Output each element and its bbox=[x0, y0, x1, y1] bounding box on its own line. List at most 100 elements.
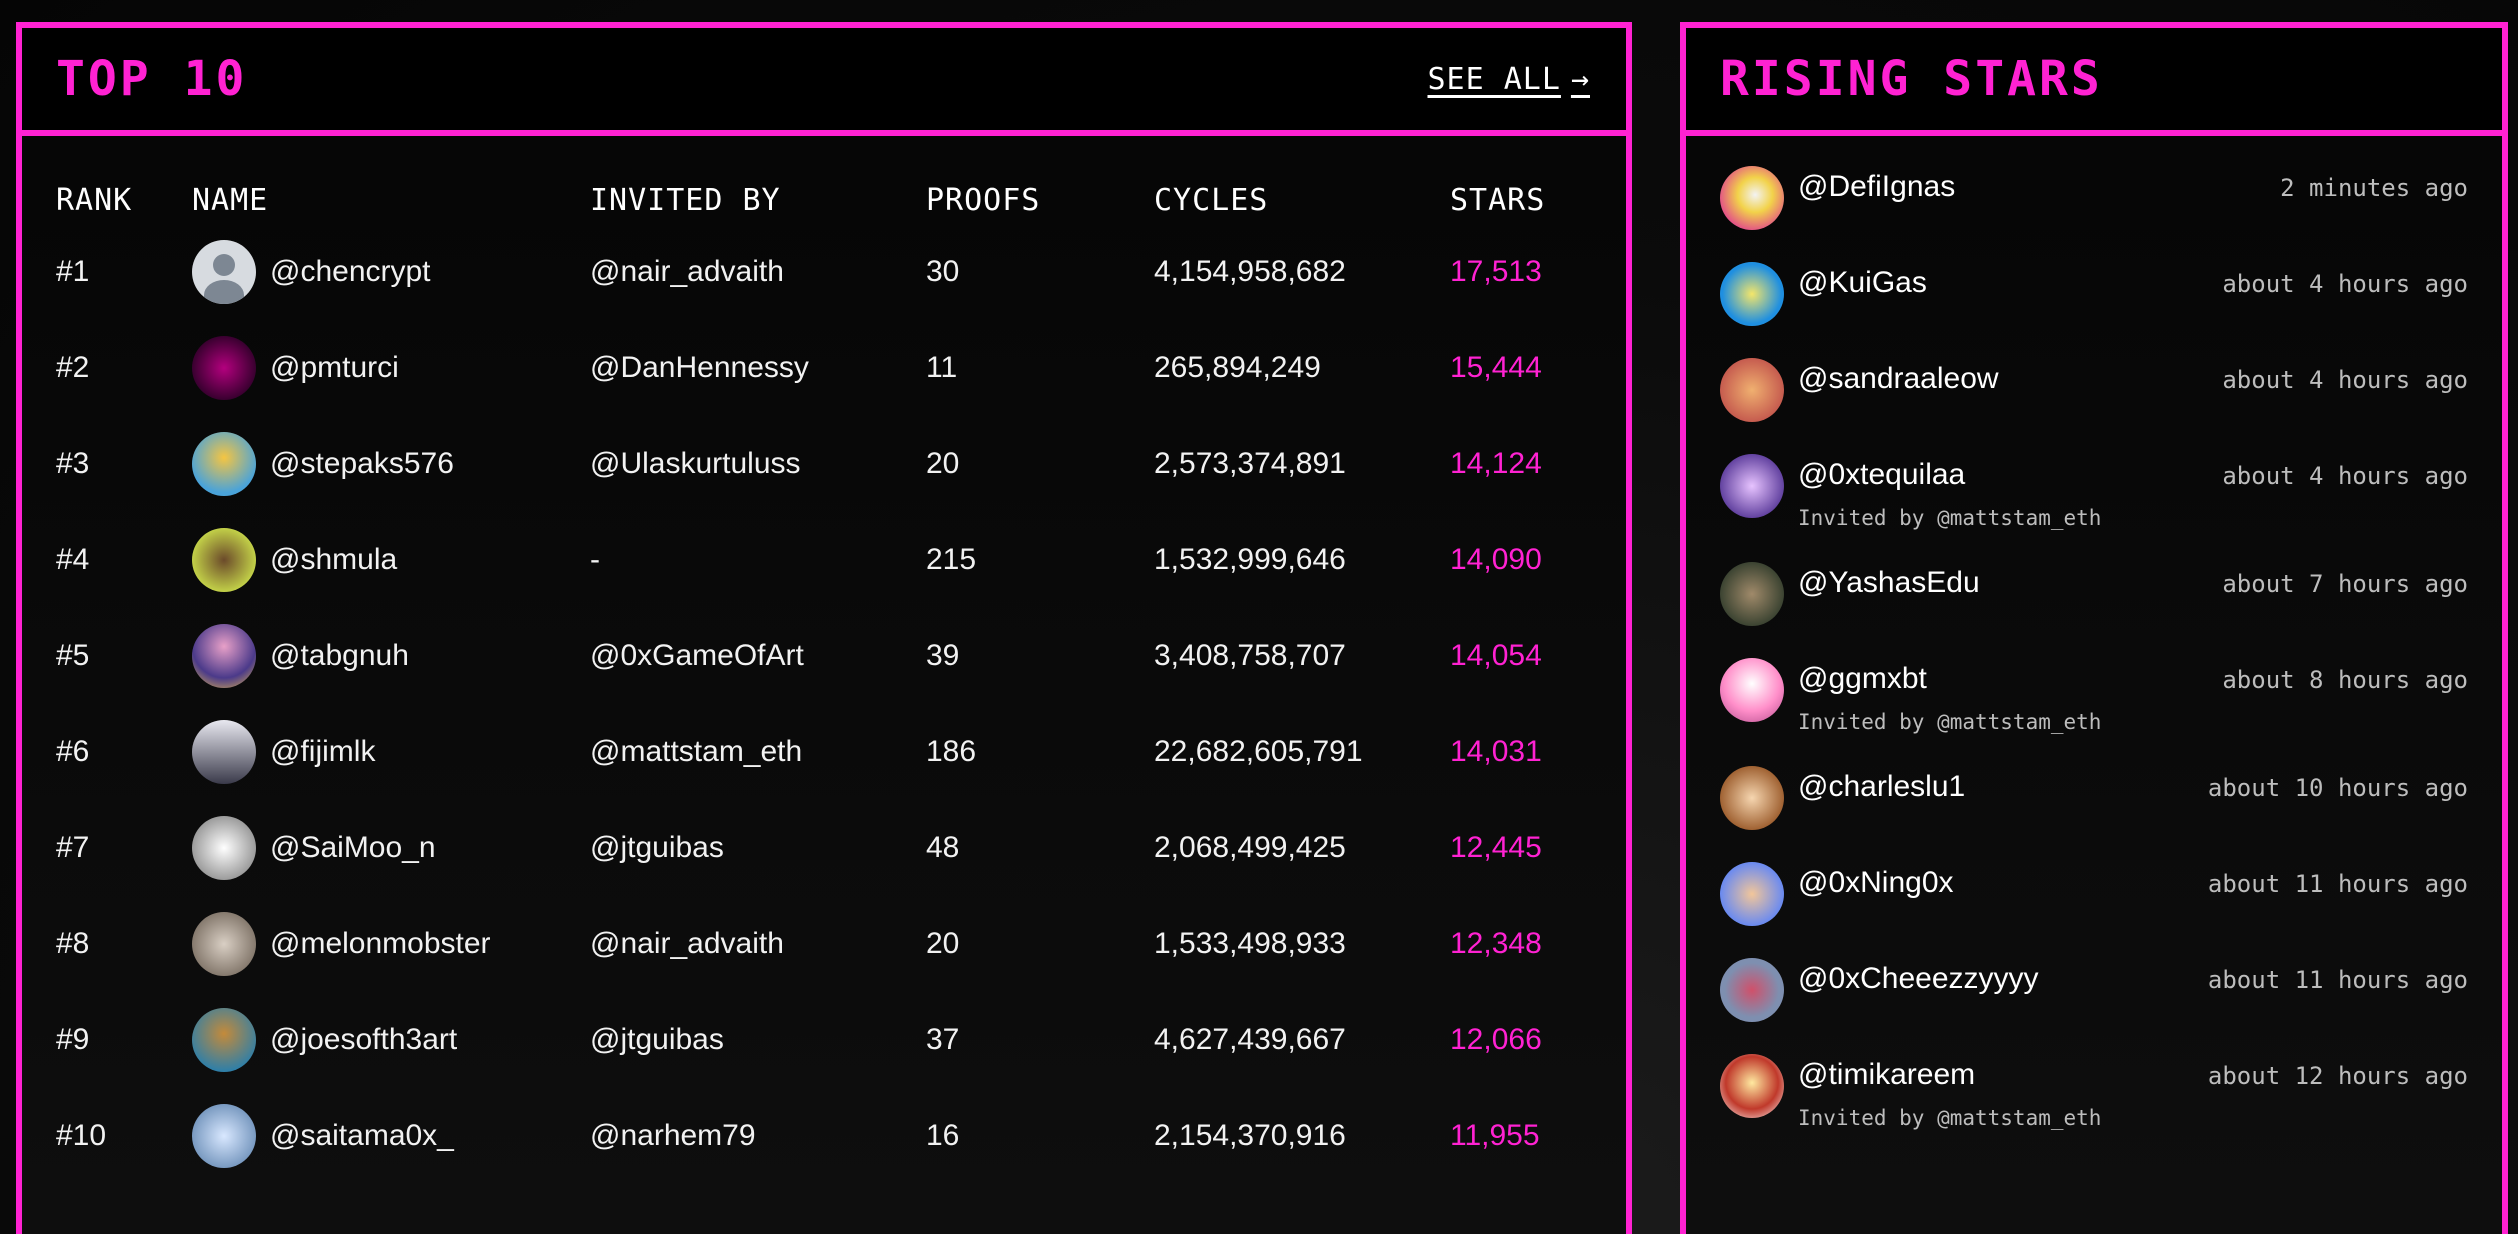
rank-cell: #6 bbox=[56, 735, 90, 768]
stars-cell: 14,031 bbox=[1450, 735, 1542, 768]
rank-cell: #10 bbox=[56, 1119, 107, 1152]
avatar bbox=[1720, 1054, 1784, 1118]
proofs-cell: 37 bbox=[926, 1023, 960, 1056]
invited-by-cell: - bbox=[590, 543, 600, 576]
rising-star-item[interactable]: @0xtequilaa about 4 hours ago Invited by @… bbox=[1686, 454, 2502, 562]
name-cell[interactable]: @pmturci bbox=[192, 336, 399, 400]
arrow-right-icon: → bbox=[1570, 61, 1590, 97]
rank-cell: #5 bbox=[56, 639, 90, 672]
avatar bbox=[192, 240, 256, 304]
rank-cell: #2 bbox=[56, 351, 90, 384]
name-cell[interactable]: @joesofth3art bbox=[192, 1008, 457, 1072]
table-row[interactable]: #8 @melonmobster @nair_advaith 20 1,533,498,… bbox=[22, 896, 1626, 992]
timestamp: about 12 hours ago bbox=[2207, 1062, 2468, 1090]
avatar bbox=[1720, 562, 1784, 626]
proofs-cell: 11 bbox=[926, 351, 958, 384]
invited-by-note: Invited by @mattstam_eth bbox=[1798, 710, 2102, 734]
see-all-link[interactable]: SEE ALL → bbox=[1428, 62, 1591, 97]
rank-cell: #3 bbox=[56, 447, 90, 480]
table-row[interactable]: #2 @pmturci @DanHennessy 11 265,894,249 15,44… bbox=[22, 320, 1626, 416]
rising-star-item[interactable]: @ggmxbt about 8 hours ago Invited by @matt… bbox=[1686, 658, 2502, 766]
cycles-cell: 4,154,958,682 bbox=[1154, 255, 1346, 288]
rising-star-item[interactable]: @0xCheeezzyyyy about 11 hours ago bbox=[1686, 958, 2502, 1054]
avatar bbox=[192, 816, 256, 880]
column-header-cycles: CYCLES bbox=[1154, 182, 1269, 218]
cycles-cell: 1,532,999,646 bbox=[1154, 543, 1346, 576]
name-cell[interactable]: @stepaks576 bbox=[192, 432, 454, 496]
invited-by-cell: @jtguibas bbox=[590, 831, 724, 864]
avatar bbox=[192, 912, 256, 976]
avatar bbox=[192, 528, 256, 592]
top10-title: TOP 10 bbox=[56, 51, 248, 107]
avatar bbox=[192, 624, 256, 688]
see-all-label: SEE ALL bbox=[1427, 61, 1561, 97]
name-cell[interactable]: @saitama0x_ bbox=[192, 1104, 454, 1168]
name-cell[interactable]: @melonmobster bbox=[192, 912, 491, 976]
rising-star-item[interactable]: @0xNing0x about 11 hours ago bbox=[1686, 862, 2502, 958]
top10-panel: TOP 10 SEE ALL → RANK NAME INVITED BY PR… bbox=[16, 22, 1632, 1234]
user-handle: @saitama0x_ bbox=[270, 1119, 454, 1152]
cycles-cell: 4,627,439,667 bbox=[1154, 1023, 1346, 1056]
timestamp: about 4 hours ago bbox=[2222, 462, 2468, 490]
table-row[interactable]: #6 @fijimlk @mattstam_eth 186 22,682,605,791… bbox=[22, 704, 1626, 800]
table-row[interactable]: #1 @chencrypt @nair_advaith 30 4,154,958,682… bbox=[22, 224, 1626, 320]
cycles-cell: 265,894,249 bbox=[1154, 351, 1321, 384]
cycles-cell: 1,533,498,933 bbox=[1154, 927, 1346, 960]
name-cell[interactable]: @chencrypt bbox=[192, 240, 431, 304]
stars-cell: 12,348 bbox=[1450, 927, 1542, 960]
invited-by-cell: @0xGameOfArt bbox=[590, 639, 804, 672]
rank-cell: #8 bbox=[56, 927, 90, 960]
column-header-stars: STARS bbox=[1450, 182, 1546, 218]
proofs-cell: 30 bbox=[926, 255, 960, 288]
table-row[interactable]: #4 @shmula - 215 1,532,999,646 14,090 bbox=[22, 512, 1626, 608]
stars-cell: 15,444 bbox=[1450, 351, 1542, 384]
rising-stars-list: @DefiIgnas 2 minutes ago @KuiGas about 4 ho… bbox=[1686, 136, 2502, 1162]
stars-cell: 12,066 bbox=[1450, 1023, 1542, 1056]
invited-by-cell: @mattstam_eth bbox=[590, 735, 803, 768]
table-row[interactable]: #9 @joesofth3art @jtguibas 37 4,627,439,667 1… bbox=[22, 992, 1626, 1088]
stars-cell: 14,090 bbox=[1450, 543, 1542, 576]
table-body: #1 @chencrypt @nair_advaith 30 4,154,958,682… bbox=[22, 224, 1626, 1184]
name-cell[interactable]: @SaiMoo_n bbox=[192, 816, 436, 880]
user-handle: @melonmobster bbox=[270, 927, 491, 960]
proofs-cell: 186 bbox=[926, 735, 977, 768]
rising-star-item[interactable]: @charleslu1 about 10 hours ago bbox=[1686, 766, 2502, 862]
invited-by-cell: @Ulaskurtuluss bbox=[590, 447, 801, 480]
user-handle: @YashasEdu bbox=[1798, 566, 1980, 599]
rising-star-item[interactable]: @timikareem about 12 hours ago Invited by … bbox=[1686, 1054, 2502, 1162]
table-row[interactable]: #3 @stepaks576 @Ulaskurtuluss 20 2,573,374,8… bbox=[22, 416, 1626, 512]
proofs-cell: 20 bbox=[926, 447, 960, 480]
name-cell[interactable]: @shmula bbox=[192, 528, 397, 592]
rising-star-item[interactable]: @YashasEdu about 7 hours ago bbox=[1686, 562, 2502, 658]
user-handle: @joesofth3art bbox=[270, 1023, 458, 1056]
avatar bbox=[1720, 358, 1784, 422]
invited-by-cell: @DanHennessy bbox=[590, 351, 809, 384]
avatar bbox=[1720, 862, 1784, 926]
rising-stars-panel: RISING STARS @DefiIgnas 2 minutes ago @Kui… bbox=[1680, 22, 2508, 1234]
rising-star-item[interactable]: @DefiIgnas 2 minutes ago bbox=[1686, 166, 2502, 262]
user-handle: @0xtequilaa bbox=[1798, 458, 1966, 491]
timestamp: about 4 hours ago bbox=[2222, 270, 2468, 298]
invited-by-cell: @nair_advaith bbox=[590, 255, 784, 288]
column-header-invited-by: INVITED BY bbox=[590, 182, 781, 218]
user-handle: @charleslu1 bbox=[1798, 770, 1966, 803]
rising-stars-title: RISING STARS bbox=[1720, 51, 2103, 107]
rank-cell: #1 bbox=[56, 255, 90, 288]
rising-star-item[interactable]: @KuiGas about 4 hours ago bbox=[1686, 262, 2502, 358]
user-handle: @sandraaleow bbox=[1798, 362, 1999, 395]
invited-by-cell: @jtguibas bbox=[590, 1023, 724, 1056]
name-cell[interactable]: @fijimlk bbox=[192, 720, 375, 784]
cycles-cell: 2,068,499,425 bbox=[1154, 831, 1346, 864]
rising-star-item[interactable]: @sandraaleow about 4 hours ago bbox=[1686, 358, 2502, 454]
user-handle: @stepaks576 bbox=[270, 447, 454, 480]
avatar bbox=[1720, 766, 1784, 830]
avatar bbox=[192, 1104, 256, 1168]
table-row[interactable]: #7 @SaiMoo_n @jtguibas 48 2,068,499,425 12,44… bbox=[22, 800, 1626, 896]
user-handle: @DefiIgnas bbox=[1798, 170, 1956, 203]
table-row[interactable]: #5 @tabgnuh @0xGameOfArt 39 3,408,758,707 14,… bbox=[22, 608, 1626, 704]
avatar bbox=[192, 432, 256, 496]
user-handle: @SaiMoo_n bbox=[270, 831, 436, 864]
name-cell[interactable]: @tabgnuh bbox=[192, 624, 409, 688]
stars-cell: 12,445 bbox=[1450, 831, 1542, 864]
table-row[interactable]: #10 @saitama0x_ @narhem79 16 2,154,370,916 11… bbox=[22, 1088, 1626, 1184]
